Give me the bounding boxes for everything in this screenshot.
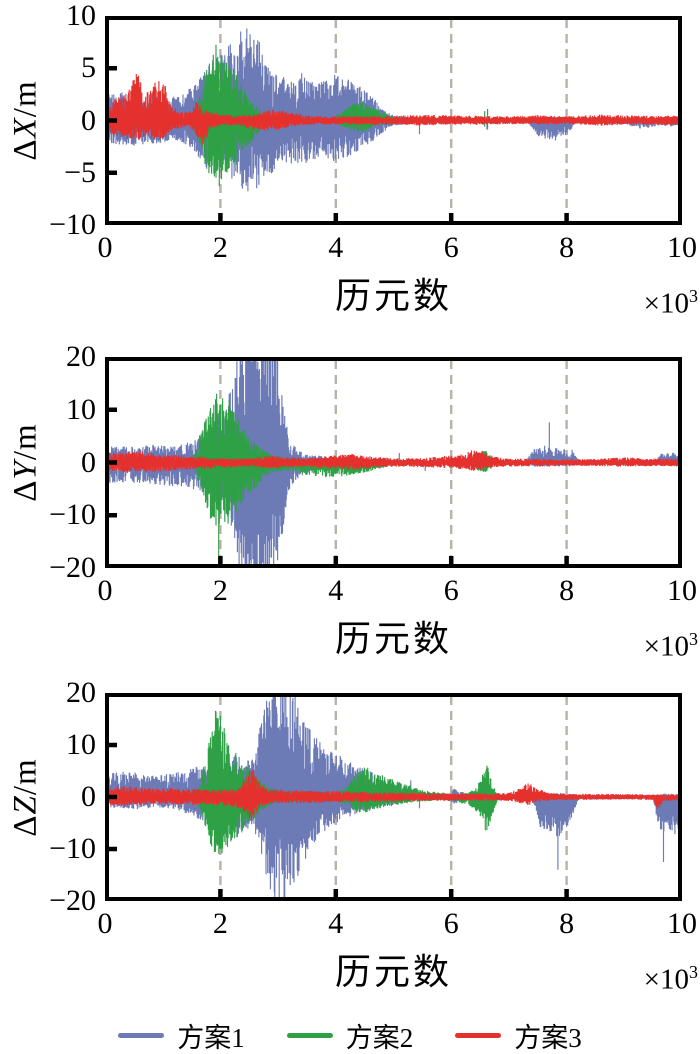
- y-tick-label: 0: [81, 780, 96, 813]
- y-tick-label: 0: [81, 445, 96, 479]
- legend-item-fangan3: 方案3: [455, 1016, 582, 1054]
- legend-label: 方案3: [514, 1023, 582, 1053]
- x-axis-label: 历元数: [334, 276, 452, 316]
- legend-label: 方案1: [177, 1023, 245, 1053]
- legend-line-swatch-fangan2: [286, 1033, 333, 1038]
- x-tick-label: 10: [667, 231, 697, 264]
- x-axis-multiplier: ×103: [643, 286, 698, 320]
- x-axis-multiplier: ×103: [643, 629, 698, 663]
- x-tick-label: 2: [212, 574, 228, 607]
- legend-item-fangan1: 方案1: [118, 1016, 245, 1054]
- plot-area-delta-z: [105, 693, 682, 901]
- y-tick-label: 0: [81, 103, 96, 137]
- y-tick-label: −10: [49, 832, 96, 865]
- series-3-path: [108, 770, 679, 820]
- legend-line-swatch-fangan3: [455, 1033, 502, 1038]
- x-tick-label: 4: [328, 574, 344, 607]
- x-tick-label: 6: [443, 231, 459, 264]
- x-axis-label: 历元数: [334, 952, 452, 992]
- x-tick-label: 10: [667, 574, 697, 607]
- x-tick-label: 0: [97, 231, 113, 264]
- plot-area-delta-y: [105, 357, 682, 568]
- legend-line-swatch-fangan1: [118, 1033, 165, 1038]
- x-tick-label: 4: [328, 907, 344, 940]
- x-tick-label: 2: [212, 907, 228, 940]
- x-tick-label: 0: [97, 907, 113, 940]
- x-tick-label: 8: [559, 907, 575, 940]
- x-axis-multiplier: ×103: [643, 962, 698, 996]
- x-tick-label: 8: [559, 231, 575, 264]
- y-tick-label: 20: [66, 340, 96, 373]
- y-tick-label: 10: [66, 392, 96, 426]
- y-tick-label: −10: [49, 208, 96, 241]
- legend-label: 方案2: [345, 1023, 414, 1053]
- y-tick-label: 10: [66, 0, 96, 32]
- y-tick-label: 20: [66, 676, 96, 709]
- x-tick-label: 6: [443, 907, 459, 940]
- legend: 方案1 方案2 方案3: [0, 1016, 700, 1054]
- x-tick-label: 0: [97, 574, 113, 607]
- y-tick-label: 10: [66, 728, 96, 761]
- x-tick-label: 4: [328, 231, 344, 264]
- ylabel-delta: Δ: [7, 479, 44, 502]
- x-axis-label: 历元数: [334, 619, 452, 659]
- y-tick-label: −10: [49, 498, 96, 532]
- series-2-path: [191, 393, 679, 565]
- y-tick-label: −5: [64, 155, 96, 189]
- y-tick-label: −20: [49, 551, 96, 584]
- series-3-path: [108, 450, 679, 473]
- y-tick-label: 5: [81, 51, 96, 85]
- x-tick-label: 10: [667, 907, 697, 940]
- y-tick-label: −20: [49, 884, 96, 917]
- x-tick-label: 2: [212, 231, 228, 264]
- plot-area-delta-x: [105, 16, 682, 225]
- series-3-path: [108, 74, 679, 145]
- x-tick-label: 6: [443, 574, 459, 607]
- x-tick-label: 8: [559, 574, 575, 607]
- legend-item-fangan2: 方案2: [286, 1016, 414, 1054]
- series-1-path: [108, 28, 679, 192]
- ylabel-delta: Δ: [7, 813, 44, 837]
